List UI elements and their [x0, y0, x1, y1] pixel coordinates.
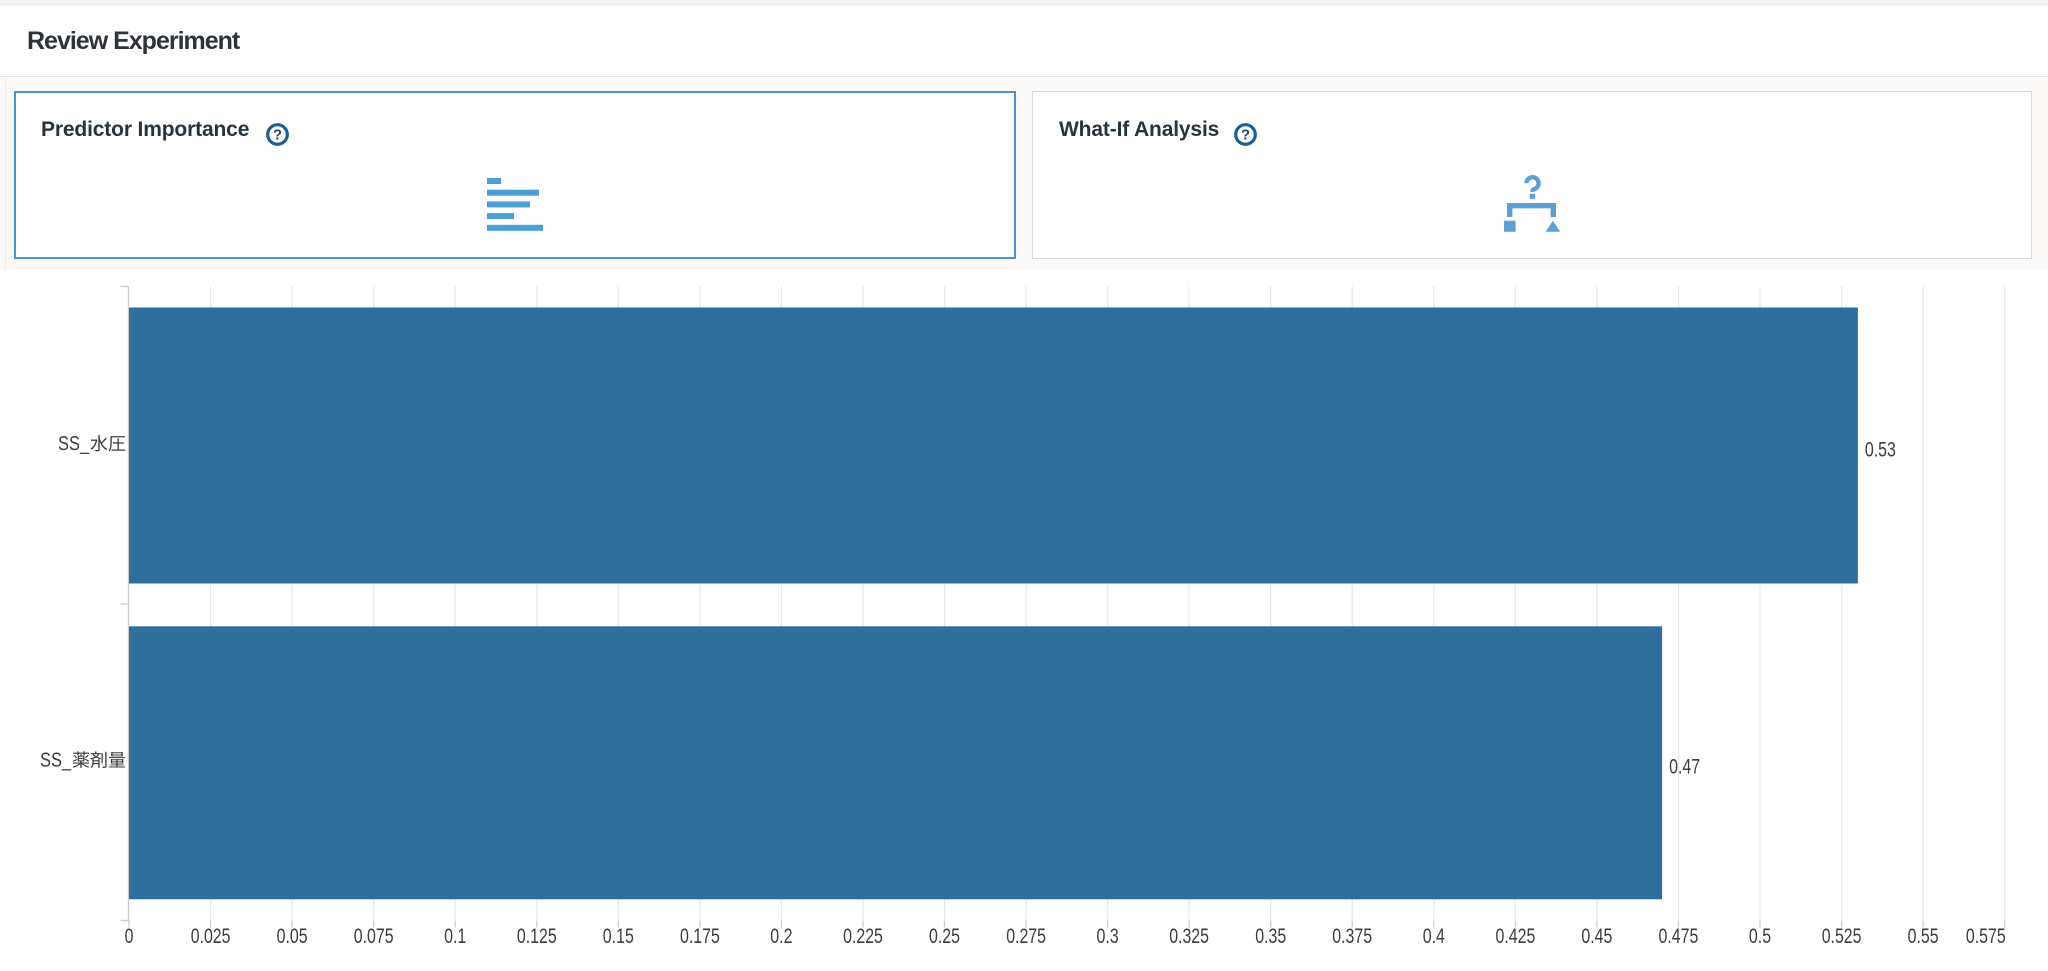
svg-text:0.425: 0.425 — [1496, 925, 1536, 948]
svg-text:0.4: 0.4 — [1423, 925, 1445, 948]
svg-text:0.325: 0.325 — [1169, 925, 1209, 948]
svg-text:0.55: 0.55 — [1908, 925, 1939, 948]
svg-text:0.47: 0.47 — [1669, 756, 1700, 779]
svg-text:0.15: 0.15 — [603, 925, 634, 948]
svg-text:0: 0 — [125, 925, 134, 948]
svg-text:0.3: 0.3 — [1097, 925, 1119, 948]
svg-text:?: ? — [1241, 128, 1250, 144]
svg-text:0.35: 0.35 — [1255, 925, 1286, 948]
svg-text:0.075: 0.075 — [354, 925, 394, 948]
svg-text:0.475: 0.475 — [1659, 925, 1699, 948]
svg-text:0.275: 0.275 — [1006, 925, 1046, 948]
svg-text:0.53: 0.53 — [1865, 438, 1896, 461]
svg-text:0.125: 0.125 — [517, 925, 557, 948]
svg-text:0.525: 0.525 — [1822, 925, 1862, 948]
svg-text:0.5: 0.5 — [1749, 925, 1771, 948]
svg-text:0.1: 0.1 — [444, 925, 466, 948]
svg-text:0.45: 0.45 — [1581, 925, 1612, 948]
svg-text:0.25: 0.25 — [929, 925, 960, 948]
svg-text:0.025: 0.025 — [191, 925, 231, 948]
svg-text:0.375: 0.375 — [1332, 925, 1372, 948]
svg-text:0.175: 0.175 — [680, 925, 720, 948]
svg-text:0.05: 0.05 — [277, 925, 308, 948]
svg-text:0.225: 0.225 — [843, 925, 883, 948]
svg-text:?: ? — [273, 128, 282, 144]
svg-text:0.575: 0.575 — [1966, 925, 2006, 948]
svg-text:0.2: 0.2 — [770, 925, 792, 948]
